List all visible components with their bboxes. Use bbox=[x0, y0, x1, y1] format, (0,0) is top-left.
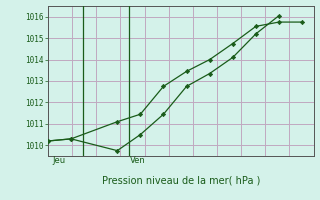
Text: Jeu: Jeu bbox=[52, 156, 66, 165]
Text: Ven: Ven bbox=[130, 156, 146, 165]
X-axis label: Pression niveau de la mer( hPa ): Pression niveau de la mer( hPa ) bbox=[102, 175, 260, 185]
